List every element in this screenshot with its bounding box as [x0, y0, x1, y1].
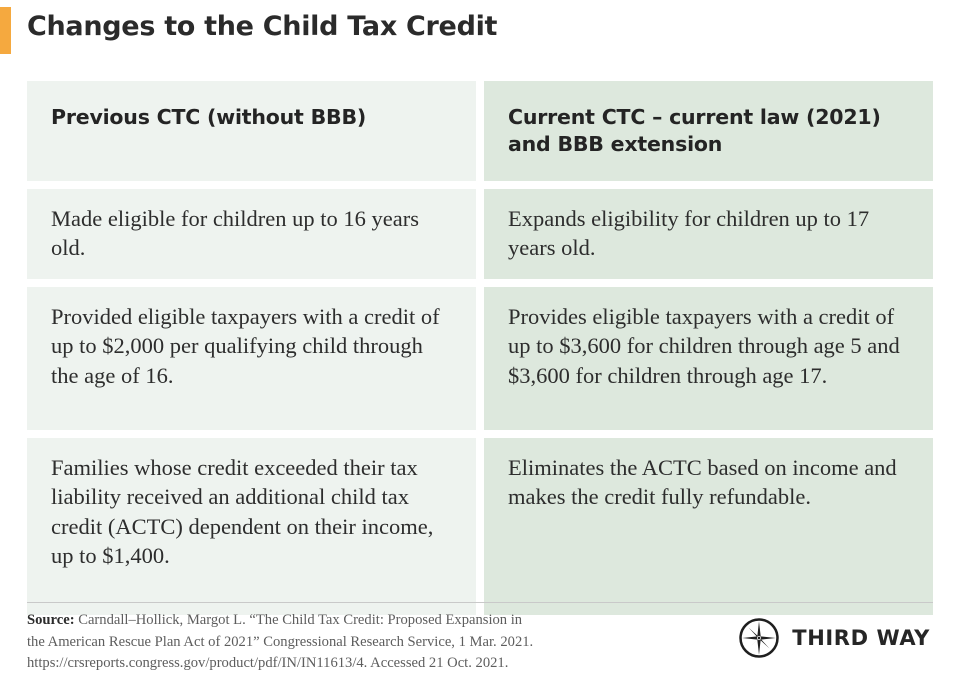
table-row: Made eligible for children up to 16 year…	[27, 189, 933, 279]
source-citation: Source: Carndall–Hollick, Margot L. “The…	[27, 610, 533, 675]
comparison-table: Previous CTC (without BBB) Current CTC –…	[27, 81, 933, 615]
source-line-2: the American Rescue Plan Act of 2021” Co…	[27, 633, 534, 650]
table-row: Families whose credit exceeded their tax…	[27, 438, 933, 615]
table-header-cell-current-ctc: Current CTC – current law (2021) and BBB…	[484, 81, 933, 181]
table-cell-eligibility-previous: Made eligible for children up to 16 year…	[27, 189, 476, 279]
table-cell-credit-amount-current: Provides eligible taxpayers with a credi…	[484, 287, 933, 430]
table-cell-credit-amount-previous: Provided eligible taxpayers with a credi…	[27, 287, 476, 430]
table-cell-actc-current: Eliminates the ACTC based on income and …	[484, 438, 933, 615]
source-label: Source:	[27, 612, 75, 628]
page-title: Changes to the Child Tax Credit	[27, 11, 498, 42]
table-header-row: Previous CTC (without BBB) Current CTC –…	[27, 81, 933, 181]
table-cell-eligibility-current: Expands eligibility for children up to 1…	[484, 189, 933, 279]
logo-wordmark: THIRD WAY	[792, 626, 930, 650]
footer: Source: Carndall–Hollick, Margot L. “The…	[27, 602, 933, 675]
third-way-logo: THIRD WAY	[738, 610, 933, 659]
table-header-cell-previous-ctc: Previous CTC (without BBB)	[27, 81, 476, 181]
source-line-1: Carndall–Hollick, Margot L. “The Child T…	[74, 612, 523, 628]
source-line-3: https://crsreports.congress.gov/product/…	[27, 655, 509, 672]
table-row: Provided eligible taxpayers with a credi…	[27, 287, 933, 430]
title-row: Changes to the Child Tax Credit	[0, 0, 960, 62]
accent-bar	[0, 7, 11, 54]
table-cell-actc-previous: Families whose credit exceeded their tax…	[27, 438, 476, 615]
compass-rose-icon	[739, 618, 780, 658]
